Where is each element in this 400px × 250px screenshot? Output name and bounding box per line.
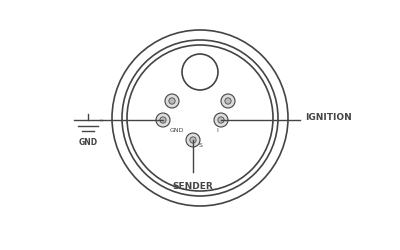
- Circle shape: [160, 117, 166, 123]
- Circle shape: [221, 94, 235, 108]
- Circle shape: [186, 133, 200, 147]
- Text: S: S: [199, 143, 203, 148]
- Circle shape: [190, 137, 196, 143]
- Circle shape: [218, 117, 224, 123]
- Circle shape: [225, 98, 231, 104]
- Circle shape: [214, 113, 228, 127]
- Text: IGNITION: IGNITION: [305, 114, 352, 122]
- Circle shape: [169, 98, 175, 104]
- Text: GND: GND: [170, 128, 184, 133]
- Circle shape: [156, 113, 170, 127]
- Circle shape: [165, 94, 179, 108]
- Text: I: I: [216, 128, 218, 133]
- Text: GND: GND: [78, 138, 98, 147]
- Text: SENDER: SENDER: [173, 182, 213, 191]
